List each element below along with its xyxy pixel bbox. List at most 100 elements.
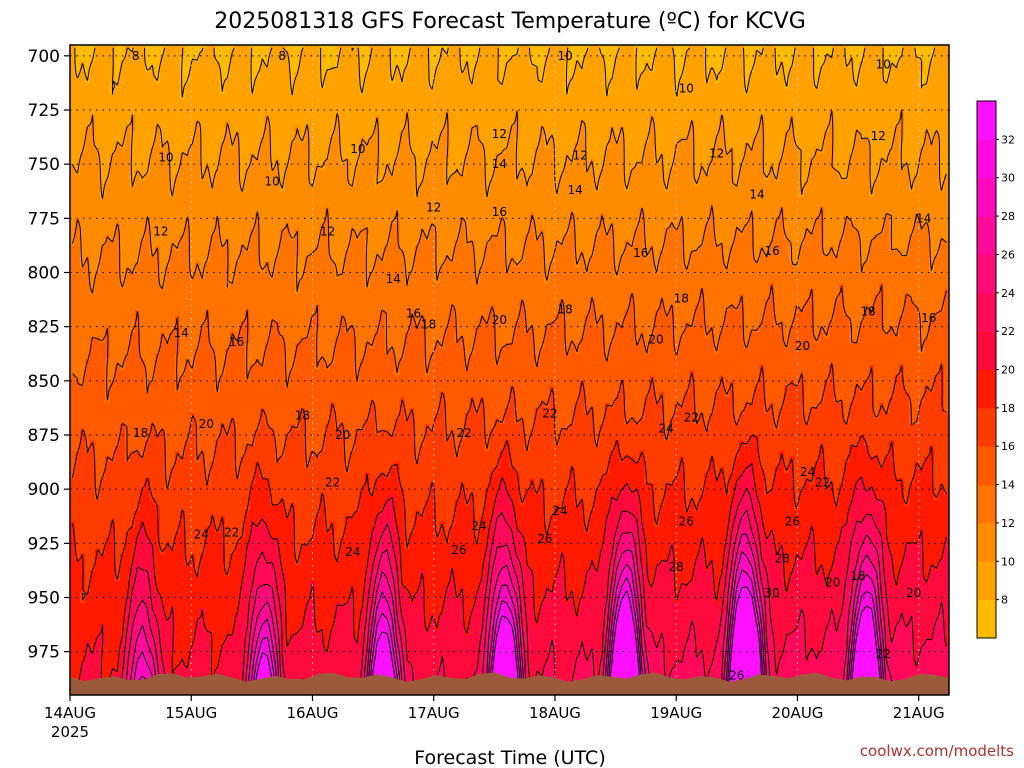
band-cell (659, 147, 665, 154)
band-cell (774, 180, 780, 187)
band-cell (489, 153, 496, 160)
band-cell (589, 120, 595, 127)
band-cell (849, 137, 855, 144)
band-cell (909, 137, 915, 144)
band-cell (524, 50, 531, 57)
band-cell (904, 153, 910, 160)
band-cell (839, 115, 845, 122)
band-cell (364, 158, 371, 165)
band-cell (939, 169, 945, 176)
band-cell (789, 153, 795, 160)
band-cell (144, 153, 151, 160)
band-cell (789, 164, 795, 171)
band-cell (719, 72, 725, 79)
band-cell (914, 164, 920, 171)
band-cell (74, 82, 81, 89)
band-cell (89, 93, 96, 100)
band-cell (394, 147, 401, 154)
band-cell (659, 88, 665, 95)
band-cell (699, 50, 705, 57)
band-cell (659, 131, 665, 138)
band-cell (284, 185, 291, 192)
band-cell (384, 50, 391, 57)
band-cell (714, 82, 720, 89)
band-cell (139, 50, 146, 57)
band-cell (364, 185, 371, 192)
band-cell (844, 77, 850, 84)
band-cell (234, 66, 241, 73)
band-cell (179, 158, 186, 165)
band-cell (189, 158, 196, 165)
band-cell (114, 131, 121, 138)
band-cell (189, 180, 196, 187)
band-cell (469, 93, 476, 100)
band-cell (129, 147, 136, 154)
band-cell (549, 88, 556, 95)
band-cell (604, 77, 610, 84)
band-cell (719, 164, 725, 171)
band-cell (764, 180, 770, 187)
band-cell (339, 147, 346, 154)
band-cell (109, 153, 116, 160)
band-cell (914, 158, 920, 165)
band-cell (469, 158, 476, 165)
band-cell (884, 175, 890, 182)
band-cell (479, 169, 486, 176)
band-cell (664, 110, 670, 117)
band-cell (369, 72, 376, 79)
band-cell (459, 77, 466, 84)
band-cell (914, 82, 920, 89)
band-cell (769, 104, 775, 111)
band-cell (79, 185, 86, 192)
band-cell (674, 153, 680, 160)
band-cell (394, 72, 401, 79)
band-cell (424, 131, 431, 138)
band-cell (339, 110, 346, 117)
band-cell (289, 77, 296, 84)
band-cell (609, 104, 615, 111)
band-cell (269, 169, 276, 176)
band-cell (124, 147, 131, 154)
band-cell (809, 72, 815, 79)
band-cell (239, 93, 246, 100)
band-cell (764, 66, 770, 73)
band-cell (214, 185, 221, 192)
band-cell (854, 93, 860, 100)
band-cell (99, 169, 106, 176)
band-cell (114, 61, 121, 68)
band-cell (519, 55, 526, 62)
band-cell (129, 82, 136, 89)
band-cell (824, 61, 830, 68)
band-cell (579, 88, 586, 95)
band-cell (474, 61, 481, 68)
band-cell (494, 66, 501, 73)
band-cell (644, 115, 650, 122)
band-cell (279, 185, 286, 192)
band-cell (584, 137, 590, 144)
band-cell (419, 120, 426, 127)
band-cell (499, 55, 506, 62)
band-cell (319, 110, 326, 117)
band-cell (119, 180, 126, 187)
band-cell (584, 175, 590, 182)
band-cell (79, 77, 86, 84)
band-cell (504, 104, 511, 111)
band-cell (349, 115, 356, 122)
band-cell (384, 82, 391, 89)
band-cell (344, 153, 351, 160)
band-cell (754, 55, 760, 62)
band-cell (794, 82, 800, 89)
band-cell (504, 147, 511, 154)
band-cell (154, 191, 161, 198)
band-cell (524, 131, 531, 138)
band-cell (674, 147, 680, 154)
band-cell (849, 147, 855, 154)
band-cell (299, 153, 306, 160)
band-cell (879, 99, 885, 106)
band-cell (89, 45, 96, 52)
band-cell (939, 45, 945, 52)
band-cell (74, 110, 81, 117)
band-cell (749, 77, 755, 84)
band-cell (724, 164, 730, 171)
band-cell (874, 110, 880, 117)
